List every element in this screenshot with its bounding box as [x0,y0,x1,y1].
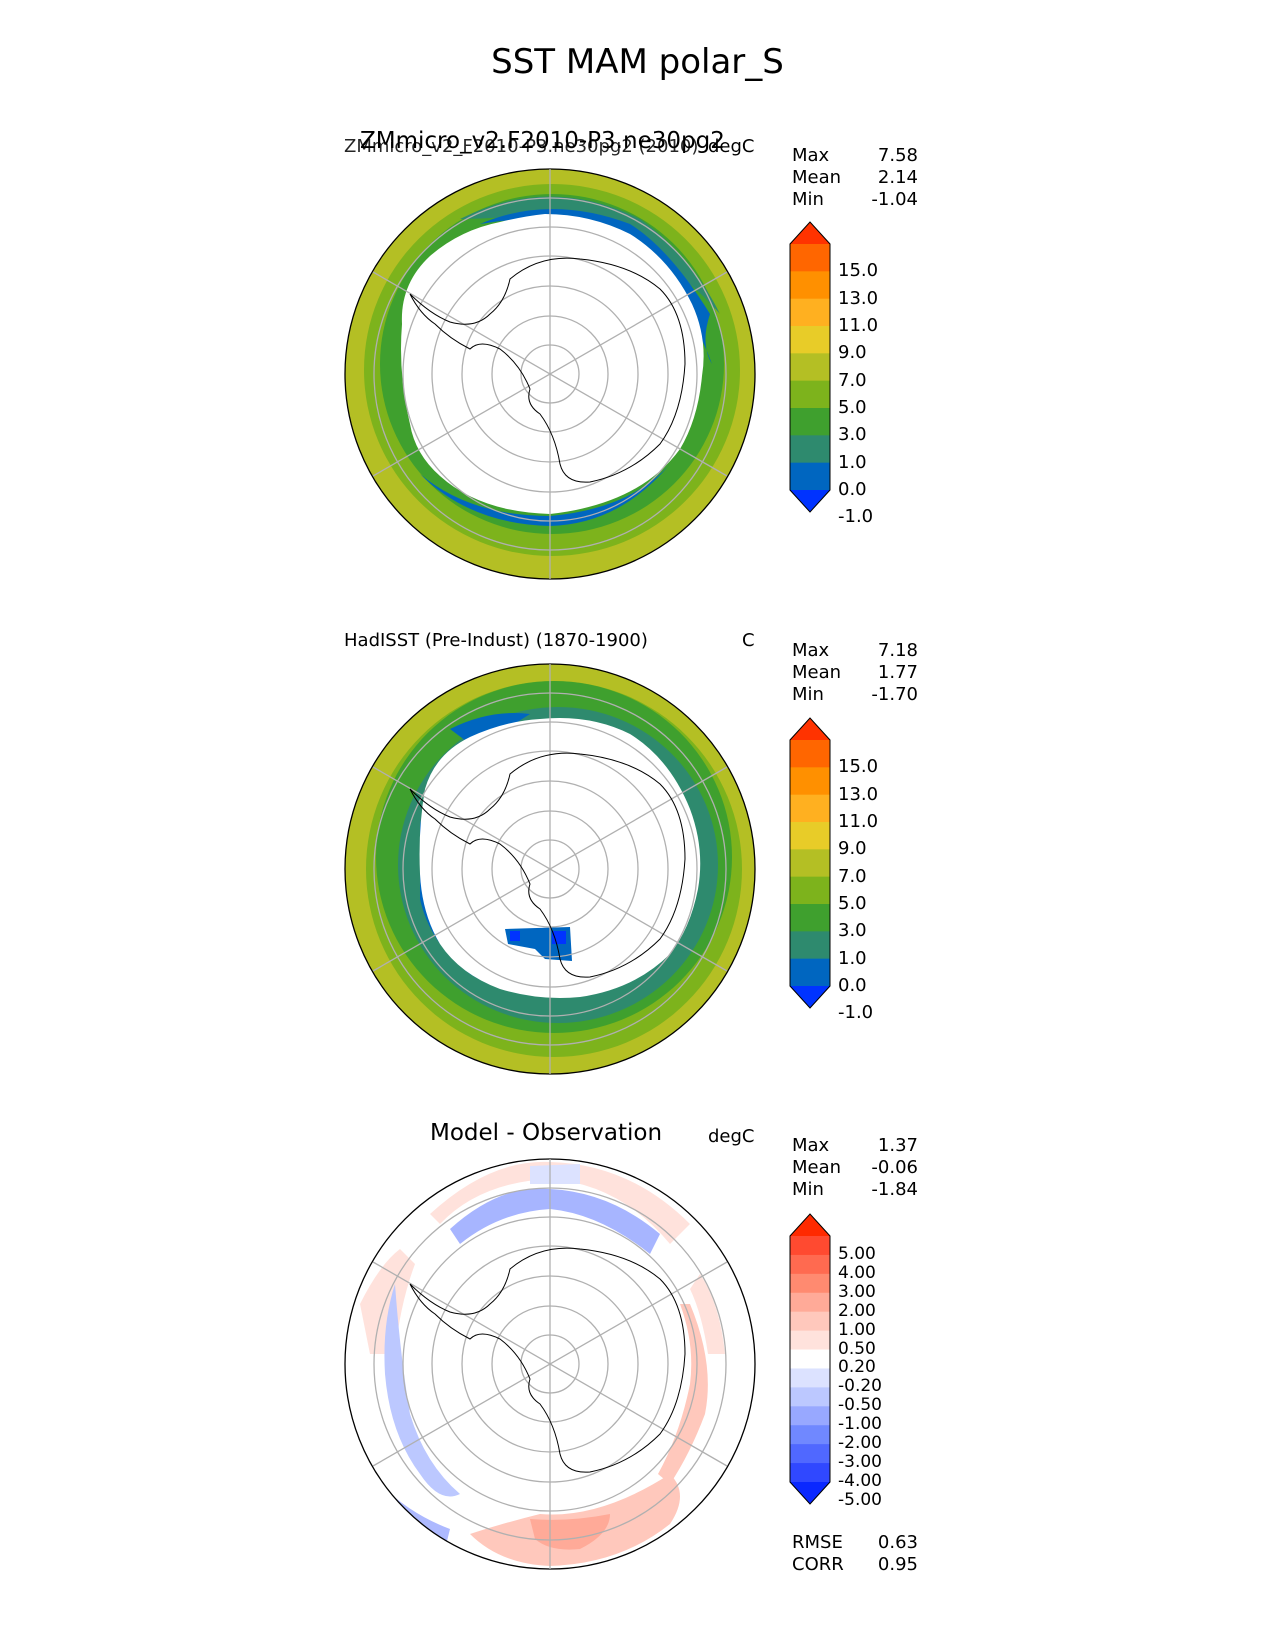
colorbar-segment [790,740,830,768]
colorbar-segment [790,462,830,491]
colorbar-tick-label: 0.20 [838,1357,876,1378]
colorbar-segment [790,849,830,878]
panel3-title: Model - Observation [430,1120,663,1146]
colorbar-tick-label: 7.0 [838,369,867,391]
colorbar-segment [790,326,830,354]
colorbar-tick-label: -1.00 [838,1414,882,1435]
colorbar-tick-label: 15.0 [838,260,879,282]
panel3-metric-corr: CORR 0.95 [792,1554,918,1575]
colorbar-tick-label: 1.0 [838,451,867,473]
colorbar-segment [790,408,830,436]
colorbar-tick-label: 2.00 [838,1300,876,1321]
panel2-stat-mean: Mean 1.77 [792,662,918,683]
colorbar-segment [790,822,830,850]
colorbar-tick-label: 1.00 [838,1319,876,1340]
colorbar-segment [790,380,830,409]
colorbar-tick-label: 0.50 [838,1338,876,1359]
colorbar-segment [790,1254,830,1275]
colorbar-tick-label: -0.50 [838,1395,882,1416]
colorbar-segment [790,1273,830,1294]
panel1-stat-mean: Mean 2.14 [792,167,918,188]
panel1-subtitle: ZMmicro_v2_F2010-P3.ne30pg2 (2010) [344,136,699,157]
colorbar-extend-max [790,718,830,740]
colorbar-tick-label: 5.00 [838,1243,876,1264]
colorbar-tick-label: 0.0 [838,479,867,500]
colorbar-tick-label: 15.0 [838,756,879,778]
panel2-colorbar [789,717,831,1009]
colorbar-tick-label: 9.0 [838,838,867,860]
colorbar-extend-min [790,1482,830,1504]
colorbar-segment [790,931,830,960]
colorbar-segment [790,298,830,327]
panel2-subtitle: HadISST (Pre-Indust) (1870-1900) [344,630,648,651]
panel3-stat-mean: Mean -0.06 [792,1157,918,1178]
colorbar-segment [790,794,830,823]
panel3-stat-max: Max 1.37 [792,1135,918,1156]
colorbar-segment [790,958,830,987]
panel3-metric-rmse: RMSE 0.63 [792,1532,918,1553]
colorbar-extend-max [790,222,830,244]
panel2-units: C [742,630,755,651]
colorbar-tick-label: 7.0 [838,865,867,887]
panel1-stat-min: Min -1.04 [792,189,918,210]
panel2-stat-min: Min -1.70 [792,684,918,705]
panel3-map [344,1158,756,1570]
colorbar-segment [790,1368,830,1388]
colorbar-segment [790,1463,830,1483]
colorbar-tick-label: -1.0 [838,1002,874,1024]
colorbar-segment [790,876,830,905]
colorbar-tick-label: 5.0 [838,397,867,418]
colorbar-segment [790,1444,830,1464]
colorbar-extend-min [790,490,830,512]
panel3-stat-min: Min -1.84 [792,1179,918,1200]
colorbar-tick-label: 3.00 [838,1281,876,1302]
colorbar-tick-label: 11.0 [838,811,879,832]
colorbar-segment [790,1236,830,1256]
colorbar-tick-label: 13.0 [838,783,879,805]
colorbar-segment [790,435,830,464]
panel1-map [344,168,756,580]
panel1-stat-max: Max 7.58 [792,145,918,166]
colorbar-segment [790,904,830,932]
colorbar-tick-label: 0.0 [838,975,867,996]
panel3-units: degC [708,1126,755,1147]
colorbar-tick-label: -2.00 [838,1433,882,1454]
panel2-stat-max: Max 7.18 [792,640,918,661]
colorbar-tick-label: 3.0 [838,920,867,942]
colorbar-tick-label: -0.20 [838,1376,882,1397]
colorbar-tick-label: 3.0 [838,424,867,446]
colorbar-segment [790,1406,830,1426]
colorbar-tick-label: 1.0 [838,947,867,969]
colorbar-tick-label: -4.00 [838,1471,882,1491]
colorbar-extend-min [790,986,830,1008]
colorbar-tick-label: 13.0 [838,287,879,309]
panel1-units: degC [708,136,755,157]
colorbar-tick-label: 9.0 [838,342,867,364]
colorbar-tick-label: 11.0 [838,315,879,336]
main-title: SST MAM polar_S [491,42,784,82]
colorbar-segment [790,1311,830,1332]
colorbar-segment [790,1425,830,1445]
colorbar-segment [790,271,830,300]
colorbar-segment [790,1330,830,1351]
colorbar-tick-label: -3.00 [838,1452,882,1473]
colorbar-tick-label: -5.00 [838,1489,882,1510]
panel2-map [344,663,756,1075]
panel1-title: ZMmicro_v2.F2010-P3.ne30pg2 [360,128,725,154]
colorbar-tick-label: -1.0 [838,506,874,528]
colorbar-segment [790,1349,830,1369]
colorbar-segment [790,353,830,382]
panel1-colorbar [789,221,831,513]
colorbar-segment [790,244,830,272]
colorbar-tick-label: 4.00 [838,1262,876,1283]
colorbar-tick-label: 5.0 [838,893,867,914]
colorbar-segment [790,1387,830,1407]
colorbar-segment [790,1292,830,1313]
colorbar-segment [790,767,830,796]
panel3-colorbar [789,1213,831,1505]
colorbar-extend-max [790,1214,830,1236]
